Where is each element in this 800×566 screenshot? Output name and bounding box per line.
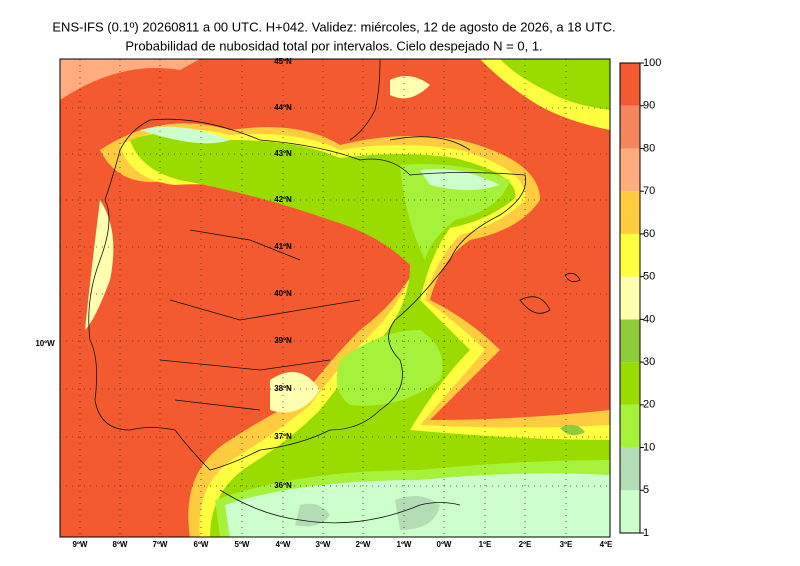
lon-label: 4ºW (276, 540, 291, 549)
side-label: 10ºW (35, 339, 55, 348)
colorbar-bin (620, 404, 640, 448)
colorbar-label: 90 (643, 100, 655, 112)
lat-label: 38ºN (274, 384, 292, 393)
lon-label: 7ºW (153, 540, 168, 549)
colorbar-label: 30 (643, 356, 655, 368)
colorbar-label: 20 (643, 399, 655, 411)
colorbar-label: 50 (643, 271, 655, 283)
field (560, 424, 585, 436)
lat-label: 41ºN (274, 242, 292, 251)
field (215, 164, 610, 537)
subtitle: Probabilidad de nubosidad total por inte… (125, 38, 542, 53)
lat-label: 44ºN (274, 103, 292, 112)
colorbar-bin (620, 276, 640, 320)
lon-label: 1ºE (479, 540, 492, 549)
colorbar-bin (620, 319, 640, 363)
lon-label: 1ºW (397, 540, 412, 549)
colorbar-label: 40 (643, 313, 655, 325)
colorbar-label: 60 (643, 228, 655, 240)
coastline (88, 118, 527, 471)
lat-label: 45ºN (274, 57, 292, 66)
field (120, 129, 610, 537)
lon-label: 0ºW (437, 540, 452, 549)
field (140, 126, 610, 537)
colorbar-label: 1 (643, 527, 649, 539)
lat-label: 40ºN (274, 289, 292, 298)
lat-label: 37ºN (274, 432, 292, 441)
colorbar-label: 5 (643, 484, 649, 496)
colorbar-bin (620, 447, 640, 491)
colorbar-bin (620, 490, 640, 533)
lon-label: 5ºW (235, 540, 250, 549)
colorbar-frame (619, 62, 641, 534)
colorbar-bin (620, 362, 640, 405)
coastline (159, 59, 581, 524)
lon-label: 3ºE (560, 540, 573, 549)
lat-label: 42ºN (274, 195, 292, 204)
colorbar-label: 70 (643, 185, 655, 197)
map (60, 59, 610, 537)
lon-label: 2ºW (356, 540, 371, 549)
map-frame (59, 58, 611, 538)
lon-label: 6ºW (194, 540, 209, 549)
colorbar-label: 10 (643, 441, 655, 453)
lon-label: 8ºW (113, 540, 128, 549)
colorbar-label: 80 (643, 142, 655, 154)
colorbar-bin (620, 105, 640, 149)
title: ENS-IFS (0.1º) 20260811 a 00 UTC. H+042.… (52, 19, 615, 34)
lon-label: 4ºE (600, 540, 613, 549)
colorbar-bin (620, 148, 640, 192)
lat-label: 39ºN (274, 336, 292, 345)
colorbar-bin (620, 191, 640, 234)
lat-label: 36ºN (274, 481, 292, 490)
lon-label: 2ºE (519, 540, 532, 549)
colorbar-bin (620, 233, 640, 277)
lat-label: 43ºN (274, 149, 292, 158)
colorbar-label: 100 (643, 57, 661, 69)
colorbar-bin (620, 63, 640, 106)
lon-label: 3ºW (316, 540, 331, 549)
field (500, 59, 610, 110)
field (60, 59, 200, 100)
lon-label: 9ºW (73, 540, 88, 549)
